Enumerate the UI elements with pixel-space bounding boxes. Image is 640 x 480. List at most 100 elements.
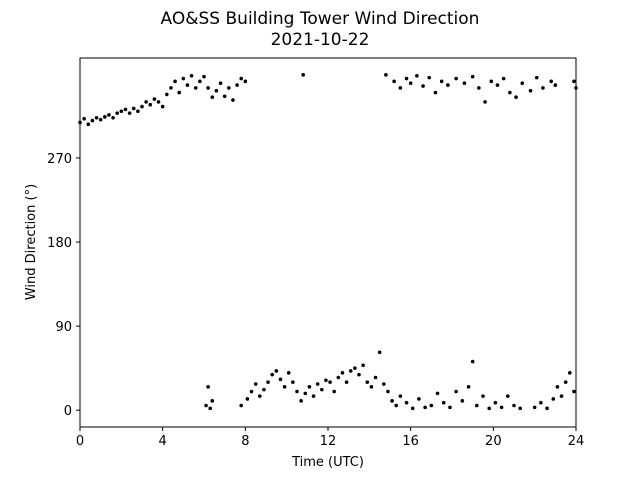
data-point <box>144 100 148 104</box>
data-point <box>415 73 419 78</box>
data-point <box>572 389 576 394</box>
data-point <box>369 385 374 389</box>
data-point <box>210 95 215 100</box>
y-tick-label: 0 <box>64 404 72 419</box>
data-point <box>208 406 212 411</box>
y-tick-label: 180 <box>47 236 72 251</box>
data-point <box>204 403 208 408</box>
data-point <box>249 389 254 394</box>
data-point <box>373 375 378 380</box>
x-tick-label: 0 <box>76 434 84 449</box>
data-point <box>427 75 432 80</box>
data-point <box>394 403 399 408</box>
data-point <box>258 394 262 398</box>
x-tick-label: 24 <box>568 434 585 449</box>
data-point <box>253 382 258 386</box>
data-point <box>404 76 409 81</box>
data-point <box>512 403 516 408</box>
data-point <box>506 394 510 398</box>
data-point <box>344 380 349 384</box>
x-tick-label: 8 <box>241 434 249 449</box>
data-point <box>206 86 210 90</box>
data-point <box>435 391 440 396</box>
data-point <box>119 109 124 114</box>
y-axis-label: Wind Direction (°) <box>24 184 39 300</box>
data-point <box>501 76 506 81</box>
data-point <box>311 394 316 398</box>
data-point <box>303 391 308 396</box>
data-point <box>361 363 365 368</box>
data-point <box>508 90 512 95</box>
data-point <box>518 406 522 411</box>
data-point <box>487 406 492 411</box>
data-point <box>198 79 202 84</box>
data-point <box>410 406 415 411</box>
data-point <box>131 106 136 111</box>
data-point <box>123 107 128 112</box>
data-point <box>299 399 303 403</box>
data-point <box>477 86 481 90</box>
data-point <box>86 122 91 127</box>
data-point <box>227 86 231 90</box>
data-point <box>423 405 427 410</box>
x-tick-label: 4 <box>159 434 167 449</box>
data-point <box>173 79 177 84</box>
data-point <box>483 100 487 104</box>
data-point <box>202 74 206 79</box>
data-point <box>94 115 99 120</box>
x-tick-label: 20 <box>485 434 502 449</box>
data-point <box>499 405 504 410</box>
data-point <box>398 394 403 398</box>
data-point <box>559 394 564 398</box>
x-tick-label: 12 <box>320 434 337 449</box>
data-point <box>489 79 494 84</box>
data-point <box>392 79 396 84</box>
plot-frame <box>79 57 577 428</box>
data-point <box>514 95 518 100</box>
data-point <box>429 403 434 408</box>
data-point <box>235 83 239 87</box>
data-point <box>115 111 119 115</box>
data-point <box>243 79 248 84</box>
y-tick-label: 270 <box>47 152 72 167</box>
data-point <box>239 403 243 408</box>
data-point <box>103 115 107 119</box>
data-point <box>421 84 425 88</box>
data-point <box>348 369 353 373</box>
data-point <box>470 74 475 79</box>
data-point <box>315 382 320 386</box>
data-point <box>231 98 235 102</box>
data-point <box>495 83 500 87</box>
data-point <box>136 109 140 114</box>
data-point <box>90 118 95 123</box>
data-point <box>239 76 243 81</box>
data-point <box>574 86 578 90</box>
data-point <box>466 385 471 389</box>
data-point <box>454 76 458 81</box>
data-point <box>365 380 370 384</box>
data-point <box>148 102 153 107</box>
data-point <box>291 380 295 384</box>
data-point <box>417 397 421 401</box>
data-point <box>353 366 357 370</box>
data-point <box>377 350 382 355</box>
data-point <box>534 75 539 80</box>
data-point <box>441 400 446 405</box>
data-point <box>448 405 452 410</box>
data-point <box>222 94 227 99</box>
data-point <box>390 399 394 403</box>
data-point <box>189 73 194 78</box>
data-point <box>384 73 388 77</box>
data-point <box>152 97 157 101</box>
data-point <box>160 104 165 109</box>
data-point <box>439 79 444 84</box>
data-point <box>475 403 479 408</box>
data-point <box>549 79 553 84</box>
data-point <box>98 117 103 122</box>
data-point <box>156 100 161 104</box>
data-point <box>177 90 181 95</box>
data-point <box>270 372 275 377</box>
data-point <box>404 400 409 405</box>
data-point <box>245 397 250 401</box>
